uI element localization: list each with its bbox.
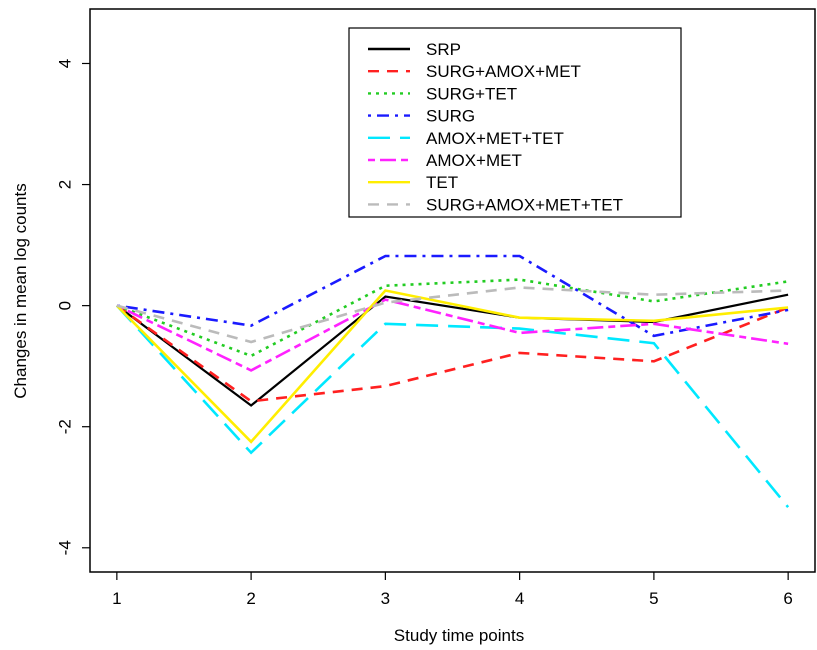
legend-label: TET — [426, 173, 458, 192]
y-tick-label: -2 — [55, 419, 74, 434]
y-tick-label: 2 — [55, 180, 74, 189]
legend-label: SURG+AMOX+MET+TET — [426, 195, 623, 214]
legend-label: AMOX+MET+TET — [426, 129, 564, 148]
legend-label: AMOX+MET — [426, 151, 522, 170]
plot-frame — [89, 8, 816, 573]
series-line-amox-met-tet — [115, 304, 790, 509]
series-line-surg-amox-met-tet — [116, 286, 789, 344]
x-tick-label: 4 — [515, 589, 524, 608]
series-line-srp — [116, 293, 789, 407]
series-line-tet — [115, 289, 789, 444]
legend: SRP SURG+AMOX+MET SURG+TET SURG AMOX+MET+TET… — [348, 27, 682, 218]
legend-label: SURG+TET — [426, 84, 517, 103]
series-line-surg-amox-met — [116, 304, 789, 403]
x-tick-label: 5 — [649, 589, 658, 608]
y-axis: -4 -2 0 2 4 — [55, 59, 90, 555]
legend-box — [348, 27, 682, 218]
y-tick-label: -4 — [55, 540, 74, 555]
y-tick-label: 0 — [55, 301, 74, 310]
x-tick-label: 1 — [112, 589, 121, 608]
y-tick-label: 4 — [55, 59, 74, 68]
x-tick-label: 2 — [246, 589, 255, 608]
x-axis-title: Study time points — [394, 626, 524, 645]
x-axis: 1 2 3 4 5 6 — [112, 572, 793, 608]
legend-label: SRP — [426, 40, 461, 59]
legend-label: SURG+AMOX+MET — [426, 62, 581, 81]
legend-label: SURG — [426, 107, 475, 126]
x-tick-label: 6 — [783, 589, 792, 608]
y-axis-title: Changes in mean log counts — [11, 183, 30, 398]
series-layer — [115, 254, 790, 509]
series-line-amox-met — [116, 298, 789, 372]
x-tick-label: 3 — [381, 589, 390, 608]
series-line-surg-tet — [116, 278, 789, 358]
